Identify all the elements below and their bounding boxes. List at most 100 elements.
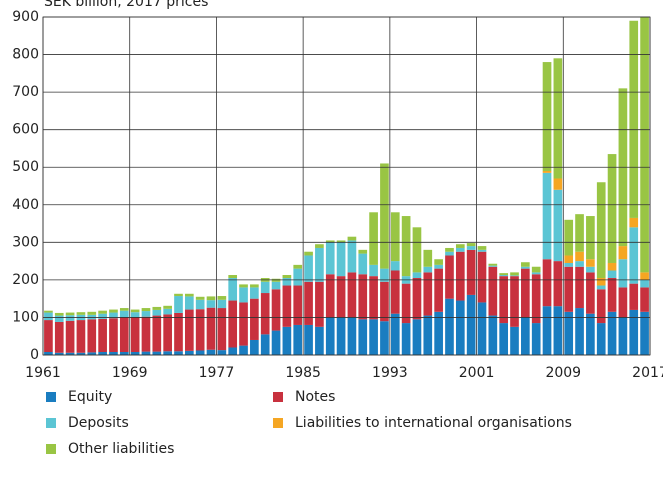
bar-segment (228, 347, 238, 355)
bar-segment (44, 351, 53, 355)
bar-segment (629, 217, 639, 228)
bar-segment (380, 268, 389, 282)
bar-segment (510, 272, 519, 276)
bar-segment (423, 315, 433, 355)
bar-segment (195, 296, 205, 300)
bar-segment (412, 319, 422, 355)
bar-segment (119, 308, 129, 311)
bar-segment (401, 323, 411, 355)
bar-segment (380, 321, 389, 355)
bar-segment (65, 315, 75, 321)
bar-segment (575, 251, 584, 262)
bar-segment (250, 339, 259, 355)
bar-segment (282, 278, 292, 286)
bar-segment (586, 272, 595, 314)
y-tick-label: 300 (12, 234, 39, 250)
x-tick-label: 1977 (199, 365, 235, 381)
bar-segment (65, 320, 75, 353)
bar-segment (542, 259, 552, 307)
bar-segment (369, 276, 378, 320)
bar-segment (304, 281, 313, 325)
bar-segment (119, 317, 129, 352)
bar-segment (455, 251, 465, 301)
bar-segment (271, 281, 281, 290)
bar-segment (477, 246, 487, 250)
bar-segment (206, 300, 216, 308)
bar-segment (390, 212, 400, 262)
bar-segment (434, 311, 443, 355)
bar-segment (282, 326, 292, 355)
bar-segment (44, 310, 53, 313)
bar-segment (596, 278, 606, 286)
bar-segment (87, 311, 97, 315)
bar-segment (380, 281, 389, 322)
bar-segment (369, 319, 378, 355)
bar-segment (477, 302, 487, 355)
y-tick-label: 500 (12, 159, 39, 175)
bar-segment (174, 296, 183, 313)
bar-segment (44, 312, 53, 321)
bar-segment (304, 255, 313, 282)
bar-segment (184, 309, 194, 351)
bar-segment (109, 318, 118, 352)
bar-segment (542, 62, 552, 171)
x-tick-label: 1985 (285, 365, 321, 381)
bar-segment (109, 312, 118, 319)
bar-segment (130, 351, 140, 355)
bar-segment (217, 308, 227, 351)
bar-segment (434, 268, 443, 312)
bar-segment (380, 163, 389, 269)
legend-swatch (46, 392, 56, 402)
bar-segment (477, 251, 487, 303)
y-tick-label: 800 (12, 47, 39, 63)
bar-segment (358, 319, 368, 355)
bar-segment (640, 287, 649, 312)
bar-segment (531, 266, 541, 273)
bar-segment (629, 309, 639, 355)
bar-segment (315, 281, 324, 327)
bar-segment (228, 300, 238, 348)
bar-segment (466, 294, 476, 355)
bar-segment (260, 281, 270, 294)
bar-segment (607, 270, 617, 279)
y-tick-label: 0 (30, 347, 39, 363)
bar-segment (412, 272, 422, 279)
bar-segment (629, 283, 639, 310)
bar-segment (640, 311, 649, 355)
bar-segment (553, 58, 563, 179)
bar-segment (76, 312, 86, 315)
x-tick-label: 1969 (112, 365, 148, 381)
bar-segment (445, 255, 454, 299)
bar-segment (607, 154, 617, 263)
legend-label: Deposits (68, 415, 129, 431)
bar-segment (282, 275, 292, 279)
bar-segment (54, 352, 64, 355)
x-tick-label: 2017 (632, 365, 663, 381)
y-tick-label: 100 (12, 309, 39, 325)
bar-segment (271, 289, 281, 331)
bar-segment (542, 306, 552, 355)
bar-segment (217, 296, 227, 300)
bar-segment (510, 326, 519, 355)
bar-segment (445, 251, 454, 256)
bar-segment (347, 317, 357, 355)
bar-segment (325, 274, 335, 318)
bar-segment (325, 242, 335, 275)
bar-segment (163, 351, 172, 355)
bar-segment (564, 255, 574, 263)
bar-segment (596, 323, 606, 355)
bar-segment (174, 312, 183, 352)
bar-segment (65, 312, 75, 316)
bar-segment (54, 315, 64, 322)
legend-swatch (273, 392, 283, 402)
bar-segment (239, 345, 248, 355)
bar-segment (423, 249, 433, 267)
bar-segment (304, 251, 313, 256)
bar-segment (455, 247, 465, 252)
bar-segment (315, 326, 324, 355)
bar-segment (304, 324, 313, 355)
bar-segment (499, 276, 509, 324)
bar-segment (152, 306, 162, 310)
bar-segment (174, 293, 183, 297)
